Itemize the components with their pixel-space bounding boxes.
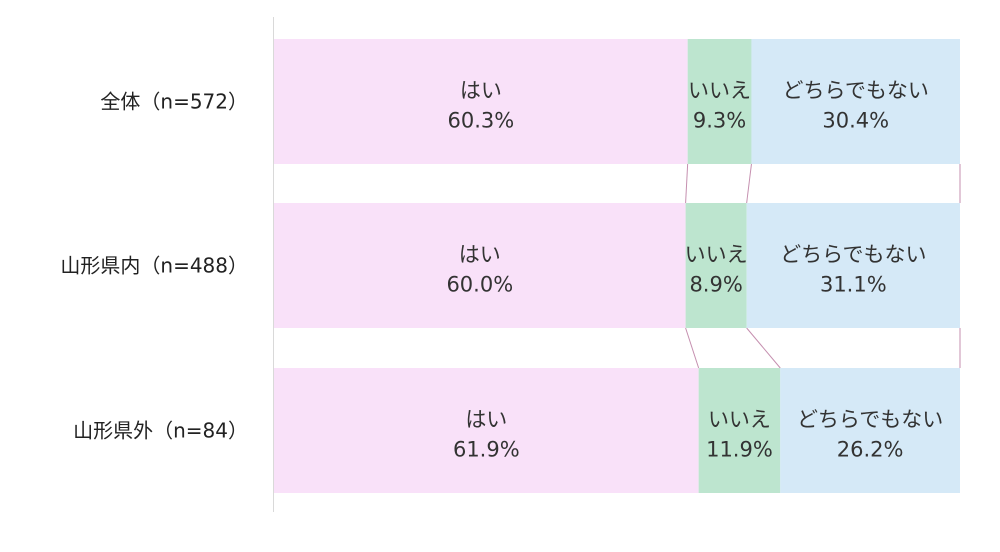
data-label: 9.3% xyxy=(693,109,746,133)
segment-series-label: いいえ xyxy=(708,408,771,432)
data-label: 60.0% xyxy=(446,273,513,297)
bar-segment-2 xyxy=(780,368,960,493)
category-label: 山形県内（n=488） xyxy=(60,254,248,278)
data-label: 8.9% xyxy=(689,273,742,297)
segment-series-label: いいえ xyxy=(685,243,748,267)
data-label: 60.3% xyxy=(447,109,514,133)
series-line xyxy=(685,327,700,369)
series-line xyxy=(746,163,752,204)
bar-segment-1 xyxy=(687,39,752,164)
bar-segment-1 xyxy=(685,203,747,328)
data-label: 30.4% xyxy=(822,109,889,133)
data-label: 31.1% xyxy=(820,273,887,297)
segment-series-label: はい xyxy=(465,408,507,432)
bar-segment-0 xyxy=(274,203,686,328)
data-label: 11.9% xyxy=(706,438,773,462)
bar-segment-0 xyxy=(274,39,688,164)
bar-segment-2 xyxy=(751,39,960,164)
bar-segment-2 xyxy=(746,203,960,328)
category-label: 全体（n=572） xyxy=(100,90,248,114)
segment-series-label: どちらでもない xyxy=(797,408,943,432)
segment-series-label: どちらでもない xyxy=(783,79,929,103)
category-label: 山形県外（n=84） xyxy=(73,419,248,443)
series-line xyxy=(685,163,689,204)
bar-segment-0 xyxy=(274,368,699,493)
data-label: 61.9% xyxy=(453,438,520,462)
bar-segment-1 xyxy=(698,368,781,493)
data-label: 26.2% xyxy=(837,438,904,462)
series-line xyxy=(746,327,781,369)
segment-series-label: はい xyxy=(459,243,501,267)
segment-series-label: はい xyxy=(460,79,502,103)
segment-series-label: どちらでもない xyxy=(780,243,926,267)
segment-series-label: いいえ xyxy=(688,79,751,103)
